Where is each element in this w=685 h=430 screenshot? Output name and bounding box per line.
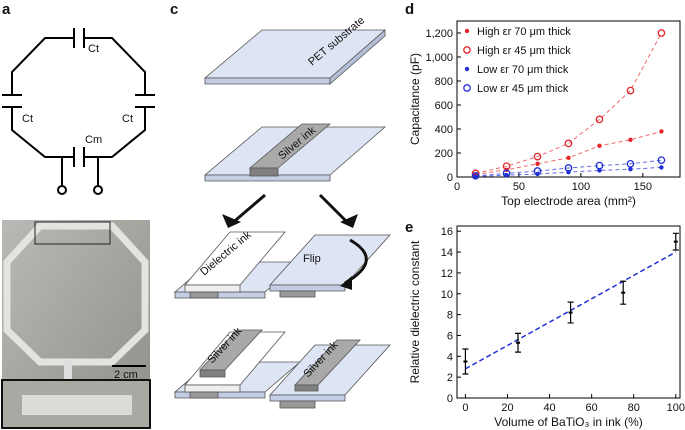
legend-label: High εr 45 μm thick (477, 45, 571, 57)
data-point (566, 155, 571, 160)
legend-marker (463, 84, 471, 92)
y-tick-label: 1,000 (425, 52, 453, 64)
data-point (471, 171, 480, 180)
x-tick-label: 0 (454, 181, 460, 193)
capacitor-label: Cm (85, 134, 102, 146)
data-point (595, 115, 604, 124)
legend-label: Low εr 70 μm thick (477, 64, 569, 76)
panel-label: a (2, 1, 11, 18)
photo: 2 cm (1, 220, 151, 429)
data-point (673, 240, 678, 243)
data-point (533, 167, 542, 175)
data-point (621, 291, 626, 294)
y-tick-label: 8 (447, 310, 453, 322)
legend-label: Low εr 45 μm thick (477, 83, 569, 95)
data-point (657, 156, 666, 165)
y-tick-label: 6 (447, 330, 453, 342)
data-point (568, 311, 573, 314)
y-tick-label: 14 (441, 247, 453, 259)
y-tick-label: 200 (435, 148, 453, 160)
capacitor-label: Ct (88, 43, 99, 55)
capacitor-label: Ct (22, 113, 33, 125)
x-axis-label: Volume of BaTiO₃ in ink (%) (494, 415, 643, 429)
capacitor-label: Ct (122, 113, 133, 125)
data-point (595, 161, 604, 170)
plot-frame (456, 20, 681, 178)
data-point (626, 86, 635, 95)
x-tick-label: 50 (513, 181, 525, 193)
data-point (533, 152, 542, 161)
data-point (516, 341, 521, 344)
plot-frame (456, 225, 681, 399)
y-axis-label: Capacitance (pF) (408, 53, 422, 145)
fit-line (475, 159, 662, 177)
legend-label: High εr 70 μm thick (477, 26, 571, 38)
data-point (502, 169, 511, 178)
panel-label: e (405, 219, 413, 236)
x-tick-label: 20 (501, 402, 513, 414)
legend-marker (464, 66, 470, 72)
y-tick-label: 800 (435, 76, 453, 88)
y-tick-label: 16 (441, 226, 453, 238)
x-tick-label: 40 (543, 402, 555, 414)
x-tick-label: 100 (572, 181, 590, 193)
data-point (535, 161, 540, 166)
y-tick-label: 0 (447, 393, 453, 405)
x-tick-label: 60 (586, 402, 598, 414)
x-tick-label: 100 (667, 402, 685, 414)
scale-bar-label: 2 cm (114, 369, 138, 381)
x-tick-label: 80 (628, 402, 640, 414)
legend-marker (463, 46, 471, 54)
data-point (659, 165, 664, 170)
data-point (463, 360, 468, 363)
data-point (628, 137, 633, 142)
circuit: Ct Ct Ct Cm (2, 28, 155, 195)
data-point (502, 162, 511, 171)
y-axis-label: Relative dielectric constant (408, 240, 422, 383)
data-point (597, 168, 602, 173)
panel-label: d (405, 1, 414, 18)
panel-label: c (170, 1, 178, 18)
layer-label: Flip (303, 253, 321, 265)
y-tick-label: 12 (441, 268, 453, 280)
data-point (597, 143, 602, 148)
y-tick-label: 0 (447, 172, 453, 184)
x-axis-label: Top electrode area (mm²) (501, 194, 636, 208)
x-tick-label: 150 (634, 181, 652, 193)
data-point (659, 129, 664, 134)
y-tick-label: 600 (435, 100, 453, 112)
data-point (564, 164, 573, 172)
schematic: PET substrate Silver ink Dielectric ink … (173, 14, 391, 409)
legend-marker (464, 28, 470, 34)
y-tick-label: 2 (447, 372, 453, 384)
fit-line (475, 32, 662, 174)
data-point (626, 159, 635, 168)
y-tick-label: 400 (435, 124, 453, 136)
y-tick-label: 4 (447, 351, 453, 363)
y-tick-label: 1,200 (425, 28, 453, 40)
x-tick-label: 0 (462, 402, 468, 414)
data-point (564, 139, 573, 148)
data-point (657, 29, 666, 37)
data-point (628, 167, 633, 172)
y-tick-label: 10 (441, 289, 453, 301)
